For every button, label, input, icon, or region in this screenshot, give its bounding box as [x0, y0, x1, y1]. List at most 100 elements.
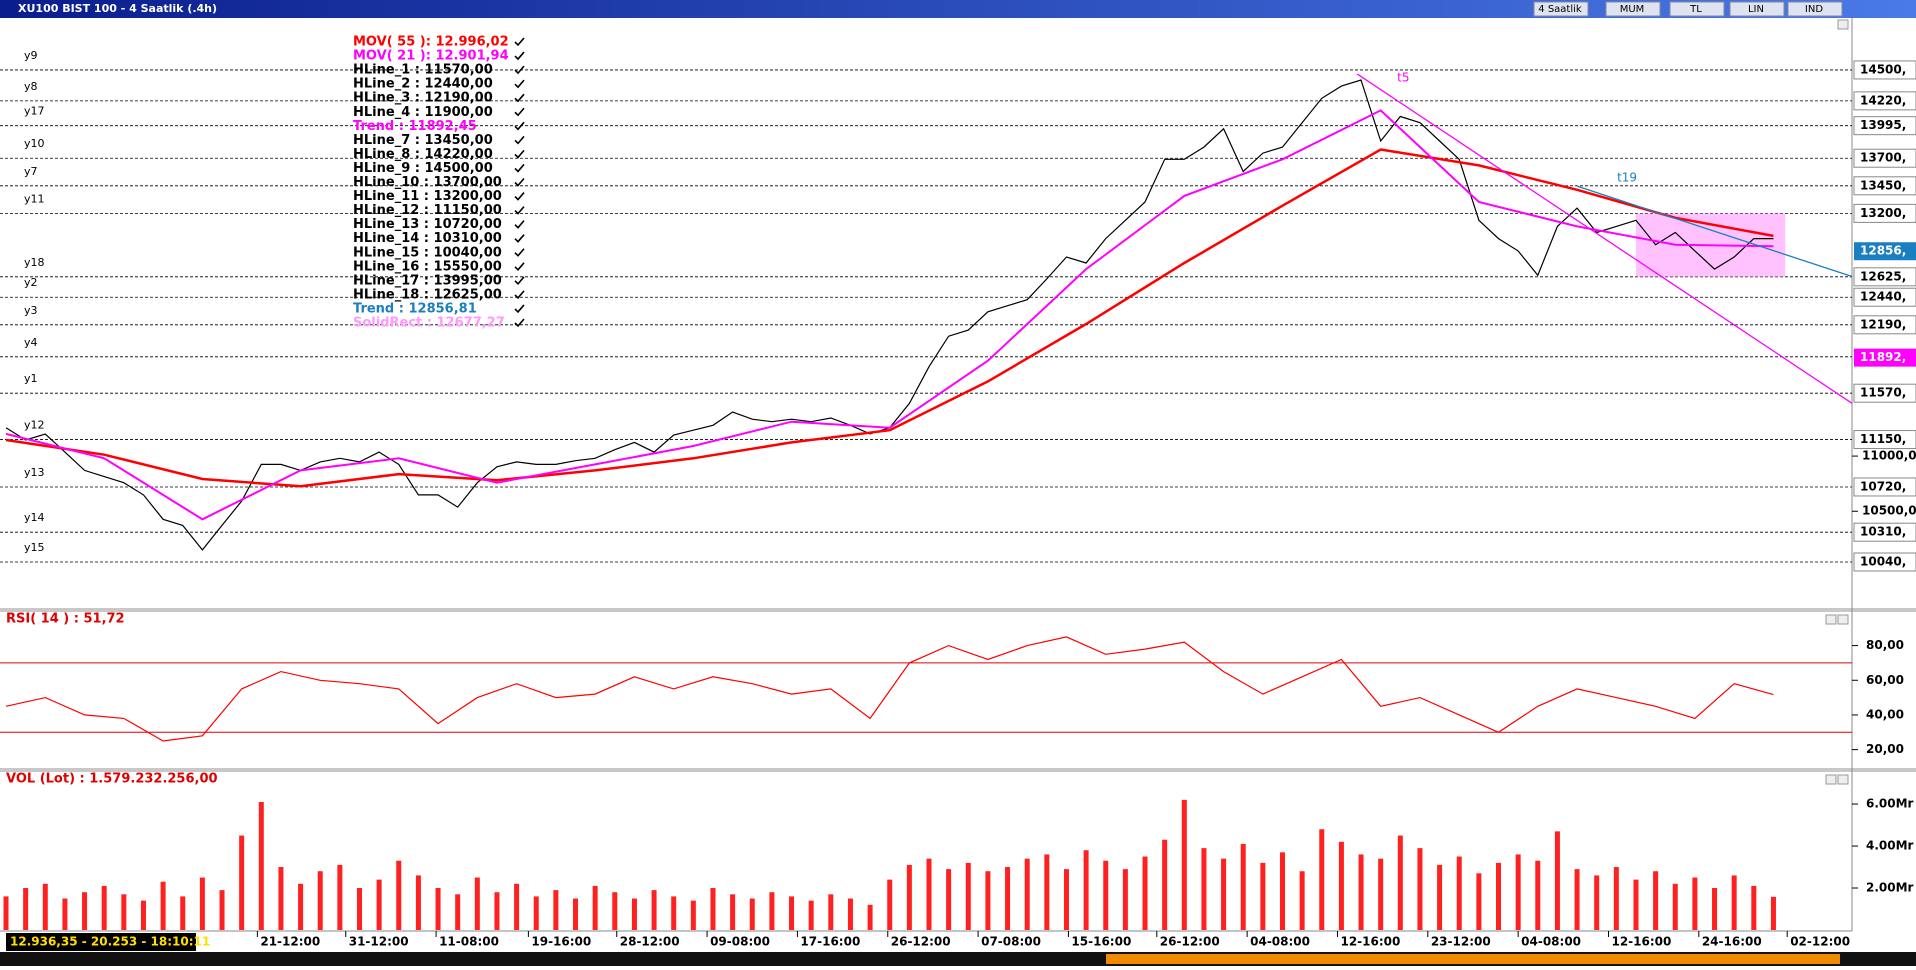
volume-bar [1358, 854, 1364, 930]
volume-bar [396, 860, 402, 930]
legend-entry: HLine_18 : 12625,00 [353, 287, 502, 302]
legend-check[interactable] [514, 79, 525, 89]
legend-check[interactable] [514, 177, 525, 187]
trend-label: t5 [1397, 70, 1409, 84]
axis-label: 10310, [1860, 525, 1906, 539]
volume-bar [3, 896, 9, 930]
volume-bar [1731, 875, 1737, 930]
axis-label-box [1853, 552, 1916, 572]
volume-bar [946, 869, 952, 930]
axis-label-box [1853, 477, 1916, 497]
volume-bar [1279, 852, 1285, 930]
axis-label-box [1854, 242, 1916, 261]
axis-label-box [1853, 287, 1916, 307]
panel-button[interactable] [1837, 614, 1849, 625]
legend-check[interactable] [514, 304, 525, 314]
x-tick-label: 02-12:00 [1790, 935, 1850, 949]
volume-bar [219, 890, 225, 930]
volume-bar [690, 900, 696, 930]
volume-bar [965, 862, 971, 930]
h-line-name: y8 [24, 80, 38, 93]
legend-check[interactable] [514, 262, 525, 271]
legend-check[interactable] [514, 37, 525, 47]
axis-label: 10720, [1860, 479, 1906, 493]
legend-check[interactable] [514, 276, 525, 286]
toolbar-label: 4 Saatlik [1538, 4, 1582, 15]
legend-check[interactable] [514, 93, 525, 103]
volume-bar [1515, 854, 1521, 930]
legend-check[interactable] [514, 234, 525, 243]
panel-button[interactable] [1825, 774, 1837, 785]
legend-check[interactable] [514, 65, 525, 75]
toolbar-button[interactable] [1729, 1, 1785, 17]
volume-bar [789, 896, 795, 930]
x-tick-label: 26-12:00 [1160, 935, 1220, 949]
x-tick-label: 31-12:00 [349, 935, 409, 949]
volume-bar [258, 801, 264, 930]
volume-bar [1338, 841, 1344, 930]
toolbar-button[interactable] [1605, 1, 1661, 17]
volume-bar [926, 858, 932, 930]
volume-bar [1240, 843, 1246, 930]
volume-bar [887, 879, 893, 930]
h-line-name: y1 [24, 372, 38, 385]
panel-button[interactable] [1825, 614, 1837, 625]
legend-entry: SolidRect : 12677,27 [353, 316, 505, 331]
volume-bar [1378, 858, 1384, 930]
h-line-name: y17 [24, 105, 45, 118]
legend-check[interactable] [514, 318, 525, 328]
axis-label-box [1853, 116, 1916, 136]
volume-bar [867, 904, 873, 930]
panel-button[interactable] [1837, 774, 1849, 785]
legend-check[interactable] [514, 135, 525, 145]
legend-check[interactable] [514, 163, 525, 173]
volume-bar [1692, 877, 1698, 930]
scroll-thumb[interactable] [1106, 954, 1840, 964]
legend-entry: HLine_2 : 12440,00 [353, 77, 493, 92]
time-axis [0, 931, 1916, 952]
legend-check[interactable] [514, 51, 525, 61]
toolbar-label: IND [1805, 4, 1823, 15]
volume-bar [278, 867, 284, 930]
volume-bar [62, 898, 68, 930]
volume-bar [1083, 850, 1089, 930]
series-line [5, 636, 1774, 742]
legend-entry: HLine_16 : 15550,00 [353, 259, 502, 274]
volume-bar [1496, 862, 1502, 930]
toolbar-button[interactable] [1787, 1, 1843, 17]
legend-check[interactable] [514, 107, 525, 117]
axis-label: 13450, [1860, 178, 1906, 192]
volume-bar [239, 835, 245, 930]
volume-bar [906, 864, 912, 930]
toolbar-label: TL [1689, 4, 1702, 15]
volume-bar [612, 892, 618, 930]
legend-entry: HLine_14 : 10310,00 [353, 231, 502, 246]
volume-bar [337, 864, 343, 930]
legend-check[interactable] [514, 290, 525, 300]
panel-button[interactable] [1837, 19, 1849, 30]
legend-check[interactable] [514, 192, 525, 201]
volume-bar [356, 888, 362, 930]
toolbar-button[interactable] [1533, 1, 1589, 17]
x-tick-label: 21-12:00 [260, 935, 320, 949]
legend-entry: HLine_9 : 14500,00 [353, 161, 493, 176]
volume-bar [769, 892, 775, 930]
window-title: XU100 BIST 100 - 4 Saatlik (.4h) [18, 2, 217, 15]
x-tick-label: 07-08:00 [981, 935, 1041, 949]
legend-check[interactable] [514, 220, 525, 229]
toolbar-button[interactable] [1669, 1, 1725, 17]
legend-entry: Trend : 11892,45 [353, 119, 477, 134]
legend-entry: HLine_7 : 13450,00 [353, 133, 493, 148]
legend-check[interactable] [514, 206, 525, 215]
volume-bar [828, 894, 834, 930]
volume-bar [1535, 860, 1541, 930]
volume-bar [1260, 862, 1266, 930]
volume-bar [1437, 864, 1443, 930]
volume-bar [376, 879, 382, 930]
legend-check[interactable] [514, 248, 525, 257]
legend-check[interactable] [514, 149, 525, 159]
legend-check[interactable] [514, 121, 525, 131]
volume-bar [1162, 839, 1168, 930]
h-line-name: y4 [24, 336, 38, 349]
